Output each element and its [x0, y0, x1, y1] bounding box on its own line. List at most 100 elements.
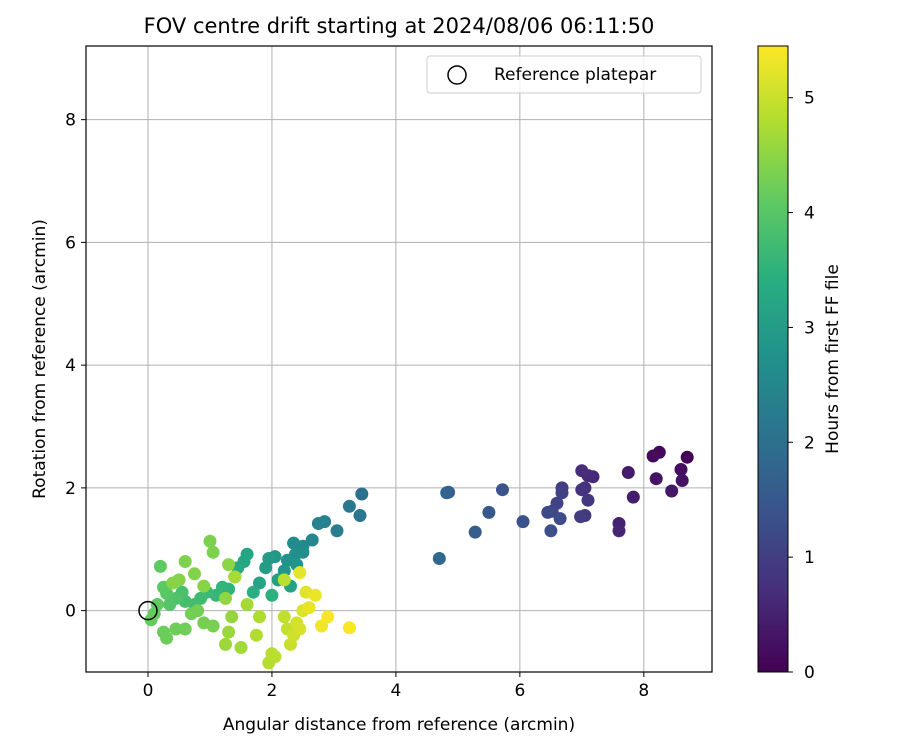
colorbar-label: Hours from first FF file — [823, 264, 843, 454]
data-point — [219, 591, 232, 605]
data-point — [268, 650, 282, 664]
data-point — [178, 622, 192, 636]
data-point — [225, 610, 239, 624]
plot-frame — [85, 45, 713, 673]
data-point — [222, 625, 236, 639]
data-point — [197, 579, 211, 593]
data-point — [575, 483, 589, 497]
data-point — [553, 512, 567, 526]
data-point — [277, 573, 291, 587]
data-point — [482, 505, 496, 519]
y-axis-label: Rotation from reference (arcmin) — [30, 219, 50, 499]
y-tick-label: 4 — [65, 356, 76, 376]
colorbar-tick-label: 1 — [804, 548, 815, 568]
x-axis-ticks: 0 2 4 6 8 — [143, 672, 649, 701]
colorbar-ticks: 0 1 2 3 4 5 — [788, 89, 815, 683]
data-point — [206, 619, 220, 633]
data-point — [253, 610, 266, 624]
data-point — [308, 588, 322, 602]
data-point — [222, 558, 236, 572]
data-point — [432, 552, 446, 565]
data-point — [249, 628, 263, 642]
legend-label: Reference platepar — [494, 65, 656, 85]
data-point — [541, 505, 555, 519]
data-point — [626, 490, 640, 504]
data-point — [544, 524, 558, 538]
data-point — [277, 564, 291, 578]
data-point — [355, 487, 369, 501]
data-point — [321, 610, 335, 624]
x-tick-label: 2 — [267, 681, 278, 701]
x-axis-label: Angular distance from reference (arcmin) — [223, 715, 575, 735]
colorbar-tick-label: 2 — [804, 433, 815, 453]
data-point — [646, 449, 660, 463]
data-point — [680, 450, 694, 464]
data-point — [253, 576, 266, 590]
data-point — [342, 621, 356, 635]
data-point — [203, 534, 217, 548]
data-point — [621, 466, 635, 479]
data-point — [169, 622, 183, 636]
data-point — [496, 483, 509, 497]
x-tick-label: 0 — [143, 681, 154, 701]
reference-platepar-marker — [138, 600, 158, 621]
data-point — [166, 576, 180, 590]
x-tick-label: 8 — [638, 681, 649, 701]
data-point — [468, 525, 482, 539]
data-point — [191, 604, 205, 618]
data-point — [234, 641, 248, 654]
data-point — [305, 533, 319, 547]
colorbar-tick-label: 0 — [804, 663, 815, 683]
data-point — [287, 536, 301, 550]
data-point — [575, 464, 589, 478]
data-point — [265, 588, 279, 602]
data-point — [206, 545, 220, 559]
data-point — [259, 561, 273, 575]
legend-marker — [447, 65, 467, 85]
data-point — [342, 499, 356, 513]
colorbar-tick-label: 3 — [804, 318, 815, 338]
data-point — [353, 509, 367, 522]
colorbar-gradient — [757, 45, 789, 673]
data-point — [574, 510, 588, 524]
data-point — [246, 585, 260, 599]
data-point — [293, 566, 307, 580]
data-point — [153, 559, 167, 573]
data-point — [555, 486, 569, 500]
data-point — [665, 484, 679, 498]
y-axis-ticks: 0 2 4 6 8 — [65, 111, 86, 622]
data-point — [302, 601, 316, 615]
x-tick-label: 4 — [390, 681, 401, 701]
colorbar: 0 1 2 3 4 5 Hours from first FF file — [757, 45, 843, 683]
scatter-points — [144, 445, 694, 670]
data-point — [581, 493, 595, 507]
data-point — [277, 610, 291, 624]
data-point — [160, 631, 174, 645]
data-point — [675, 474, 689, 487]
legend: Reference platepar — [426, 55, 702, 94]
chart-title: FOV centre drift starting at 2024/08/06 … — [144, 14, 655, 38]
data-point — [649, 472, 663, 486]
data-point — [163, 598, 177, 611]
data-point — [240, 598, 254, 611]
data-point — [178, 555, 192, 568]
data-point — [516, 515, 530, 529]
data-point — [228, 570, 242, 584]
y-tick-label: 2 — [65, 479, 76, 499]
legend-box — [426, 55, 702, 94]
data-point — [188, 567, 201, 581]
y-tick-label: 0 — [65, 602, 76, 622]
colorbar-tick-label: 4 — [804, 204, 815, 224]
data-point — [612, 524, 626, 538]
data-point — [330, 524, 344, 538]
data-point — [315, 619, 328, 633]
data-point — [674, 463, 688, 476]
y-tick-label: 6 — [65, 233, 76, 253]
data-point — [293, 622, 307, 636]
data-point — [440, 486, 454, 500]
data-point — [311, 517, 325, 530]
colorbar-tick-label: 5 — [804, 89, 815, 109]
data-point — [219, 637, 232, 651]
y-tick-label: 8 — [65, 111, 76, 131]
